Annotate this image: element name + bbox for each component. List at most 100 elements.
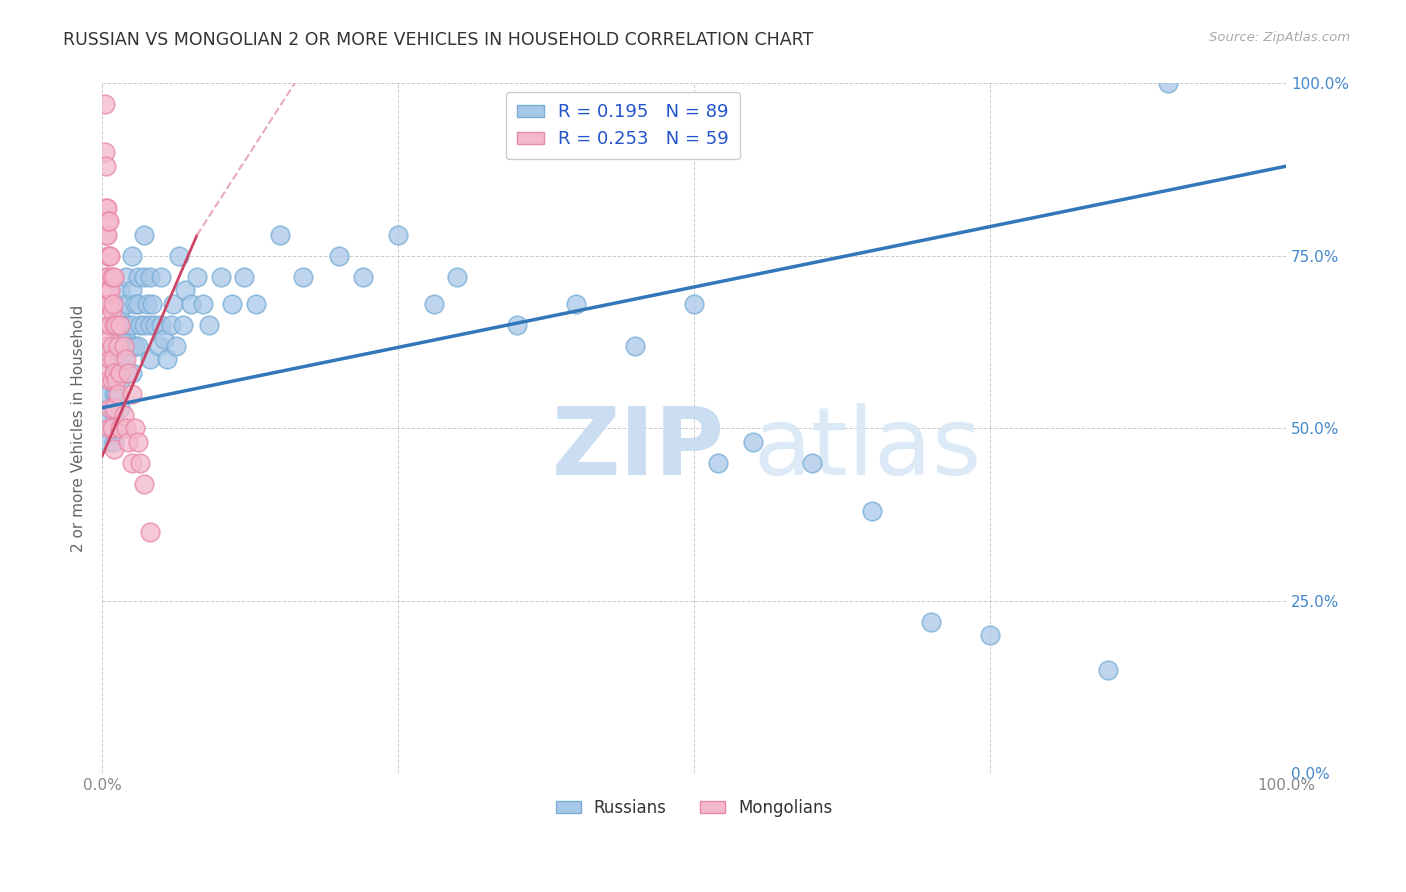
Point: [124, 297, 146, 311]
Point: [100, 269, 122, 284]
Point: [209, 269, 232, 284]
Point: [186, 269, 208, 284]
Point: [97, 214, 120, 228]
Point: [98, 297, 121, 311]
Point: [167, 249, 190, 263]
Point: [136, 297, 159, 311]
Point: [112, 352, 135, 367]
Point: [162, 297, 184, 311]
Point: [860, 504, 883, 518]
Y-axis label: 2 or more Vehicles in Household: 2 or more Vehicles in Household: [72, 305, 86, 552]
Point: [127, 435, 149, 450]
Point: [115, 421, 138, 435]
Point: [505, 318, 527, 332]
Point: [100, 318, 122, 332]
Point: [127, 297, 149, 311]
Point: [801, 456, 824, 470]
Point: [107, 338, 129, 352]
Point: [94, 159, 117, 173]
Point: [108, 366, 131, 380]
Point: [191, 297, 214, 311]
Point: [97, 366, 120, 380]
Point: [115, 269, 138, 284]
Point: [132, 228, 155, 243]
Point: [103, 366, 125, 380]
Point: [100, 304, 122, 318]
Point: [115, 332, 138, 346]
Point: [100, 352, 122, 367]
Point: [98, 214, 121, 228]
Point: [103, 442, 125, 457]
Point: [245, 297, 267, 311]
Point: [96, 297, 118, 311]
Point: [108, 421, 131, 435]
Point: [94, 269, 117, 284]
Point: [328, 249, 350, 263]
Point: [446, 269, 468, 284]
Point: [422, 297, 444, 311]
Point: [103, 366, 125, 380]
Point: [132, 318, 155, 332]
Point: [103, 387, 125, 401]
Point: [93, 97, 115, 112]
Point: [138, 318, 160, 332]
Point: [564, 297, 586, 311]
Point: [112, 318, 135, 332]
Point: [150, 269, 173, 284]
Point: [148, 338, 170, 352]
Point: [93, 145, 115, 160]
Point: [129, 318, 152, 332]
Point: [138, 269, 160, 284]
Point: [103, 297, 125, 311]
Point: [103, 401, 125, 415]
Point: [105, 318, 128, 332]
Point: [108, 304, 131, 318]
Point: [233, 269, 256, 284]
Point: [624, 338, 647, 352]
Point: [103, 338, 125, 352]
Point: [920, 615, 942, 629]
Point: [98, 249, 121, 263]
Point: [107, 387, 129, 401]
Point: [138, 524, 160, 539]
Point: [127, 338, 149, 352]
Point: [100, 249, 122, 263]
Point: [105, 338, 128, 352]
Point: [96, 338, 118, 352]
Point: [117, 318, 139, 332]
Point: [103, 269, 125, 284]
Point: [98, 421, 121, 435]
Point: [101, 297, 124, 311]
Point: [96, 269, 118, 284]
Point: [121, 318, 143, 332]
Point: [979, 628, 1001, 642]
Point: [117, 366, 139, 380]
Point: [97, 435, 120, 450]
Point: [105, 387, 128, 401]
Point: [112, 408, 135, 422]
Point: [1097, 663, 1119, 677]
Point: [156, 352, 179, 367]
Point: [96, 201, 118, 215]
Point: [103, 408, 125, 422]
Point: [108, 318, 131, 332]
Point: [706, 456, 728, 470]
Point: [101, 352, 124, 367]
Point: [292, 269, 315, 284]
Point: [129, 456, 152, 470]
Point: [221, 297, 243, 311]
Point: [152, 332, 174, 346]
Point: [108, 284, 131, 298]
Point: [124, 421, 146, 435]
Point: [100, 338, 122, 352]
Point: [97, 387, 120, 401]
Point: [145, 318, 167, 332]
Point: [180, 297, 202, 311]
Point: [121, 284, 143, 298]
Point: [115, 297, 138, 311]
Point: [103, 318, 125, 332]
Text: RUSSIAN VS MONGOLIAN 2 OR MORE VEHICLES IN HOUSEHOLD CORRELATION CHART: RUSSIAN VS MONGOLIAN 2 OR MORE VEHICLES …: [63, 31, 814, 49]
Text: ZIP: ZIP: [553, 403, 725, 495]
Point: [105, 373, 128, 387]
Point: [100, 373, 122, 387]
